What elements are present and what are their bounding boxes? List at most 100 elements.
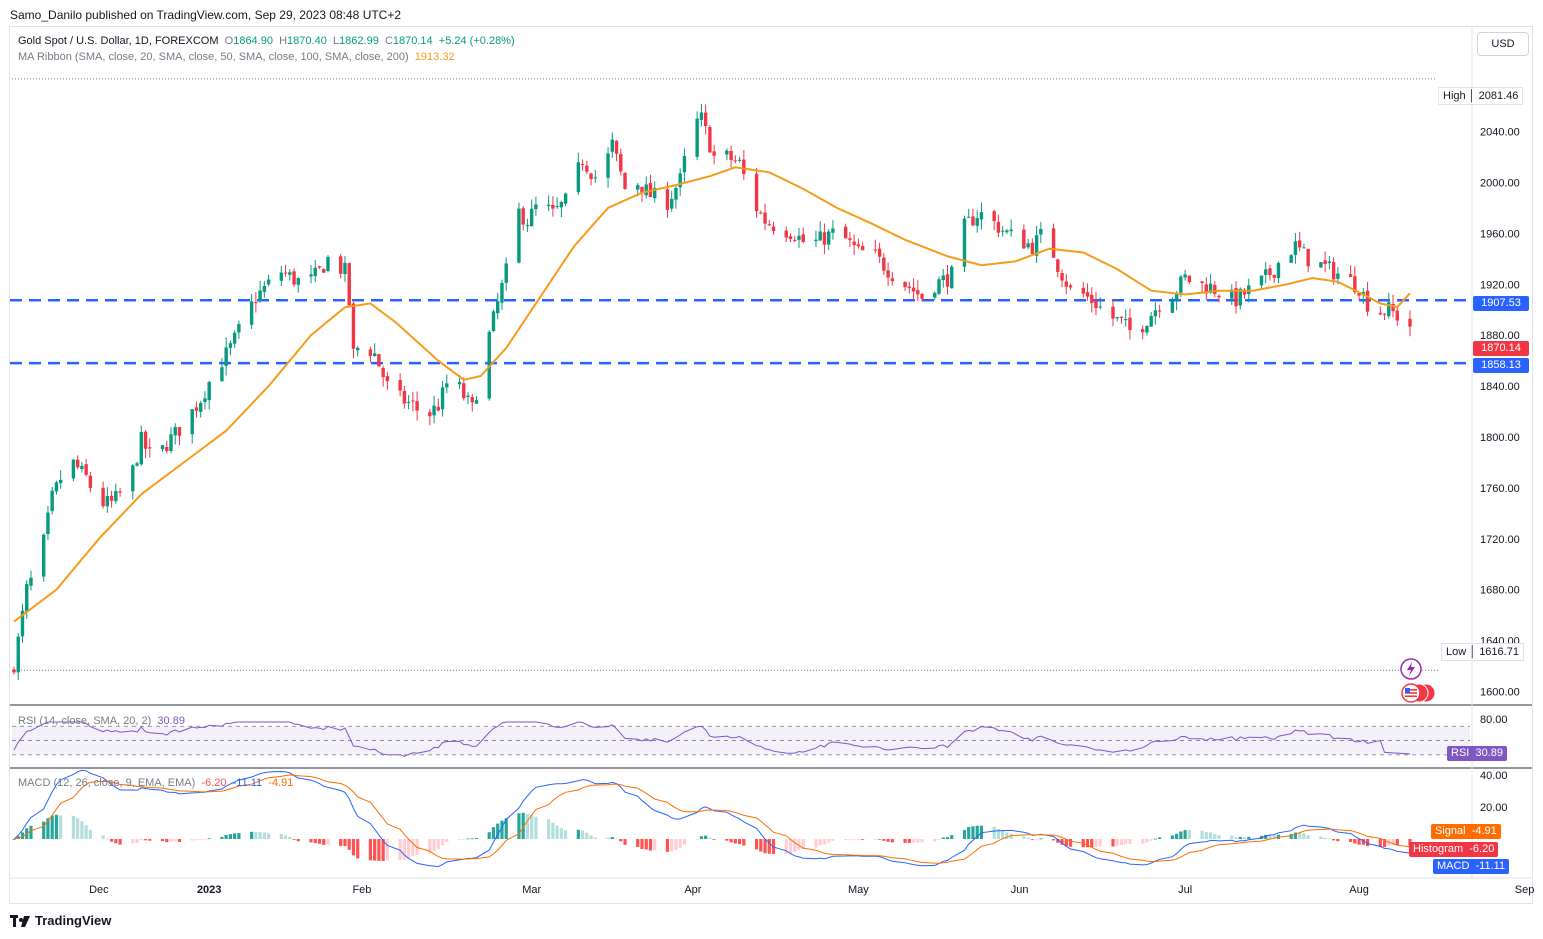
candle-body (742, 159, 746, 175)
macd-histogram-bar (368, 839, 373, 861)
us-flag-events-icon[interactable] (1397, 682, 1441, 704)
macd-histogram-bar (1217, 835, 1221, 839)
candle-body (665, 189, 670, 210)
candle-body (440, 387, 445, 410)
candle-body (377, 354, 381, 367)
candle-body (950, 266, 954, 289)
candle-body (88, 475, 93, 488)
y-tick-label: 1880.00 (1480, 330, 1520, 342)
candle-body (1081, 287, 1085, 294)
macd-histogram-bar (1361, 839, 1365, 845)
macd-histogram-bar (356, 839, 360, 859)
candle-body (292, 271, 296, 285)
candle-body (551, 204, 555, 209)
high-marker: High │ 2081.46 (1438, 87, 1524, 105)
macd-histogram-bar (131, 839, 135, 844)
macd-histogram-bar (907, 839, 911, 843)
candle-body (220, 367, 224, 382)
candle-body (385, 376, 390, 382)
macd-histogram-bar (525, 814, 530, 839)
candle-body (733, 160, 738, 162)
y-tick-label: 2000.00 (1480, 178, 1520, 190)
candle-body (16, 636, 20, 673)
macd-histogram-bar (640, 839, 644, 849)
candle-body (313, 267, 317, 277)
macd-histogram-bar (737, 839, 742, 845)
macd-histogram-bar (351, 839, 356, 856)
macd-histogram-bar (1332, 839, 1336, 841)
candle-body (1391, 303, 1395, 312)
macd-histogram-bar (279, 834, 283, 839)
candle-body (1090, 294, 1094, 303)
candle-body (457, 382, 462, 385)
macd-histogram-bar (1213, 833, 1217, 839)
macd-histogram-bar (911, 839, 916, 843)
ma-legend: MA Ribbon (SMA, close, 20, SMA, close, 5… (18, 51, 455, 63)
candle-body (1030, 242, 1035, 254)
macd-histogram-bar (619, 839, 623, 842)
candle-body (71, 459, 76, 479)
candle-body (496, 301, 500, 314)
candle-body (504, 263, 508, 283)
macd-histogram-bar (1327, 838, 1331, 840)
candle-body (1319, 262, 1323, 268)
macd-histogram-bar (296, 839, 300, 842)
macd-histogram-bar (224, 834, 228, 839)
macd-histogram-bar (861, 839, 865, 840)
macd-histogram-bar (1175, 833, 1179, 839)
footer-brand[interactable]: TradingView (10, 913, 111, 928)
macd-histogram-bar (250, 831, 254, 839)
macd-histogram-bar (398, 839, 402, 860)
candle-body (1204, 284, 1209, 294)
candle-body (585, 165, 589, 172)
macd-histogram-bar (1391, 839, 1395, 846)
macd-histogram-bar (258, 832, 262, 839)
candle-body (1060, 273, 1064, 281)
macd-histogram-bar (1039, 838, 1043, 840)
close-value: 1870.14 (392, 35, 433, 47)
macd-histogram-bar (237, 833, 241, 839)
macd-histogram-bar (373, 839, 377, 861)
candle-body (576, 162, 581, 193)
candle-body (1357, 293, 1361, 296)
candle-body (1217, 295, 1221, 298)
candle-body (474, 400, 479, 404)
candle-body (1331, 262, 1336, 280)
candle-body (873, 249, 878, 251)
candle-body (411, 400, 415, 402)
candle-body (491, 311, 496, 332)
chart-frame (9, 26, 1533, 904)
macd-histogram-bar (326, 839, 330, 845)
macd-histogram-bar (1382, 839, 1387, 848)
macd-histogram-bar (1170, 835, 1174, 839)
macd-histogram-bar (309, 839, 313, 843)
macd-histogram-bar (1051, 839, 1056, 841)
macd-histogram-bar (589, 835, 593, 839)
candle-body (1009, 229, 1013, 232)
lightning-event-icon[interactable] (1399, 657, 1423, 681)
support-price-tag: 1858.13 (1473, 358, 1529, 373)
y-tick-label: 1960.00 (1480, 228, 1520, 240)
candle-body (529, 208, 534, 227)
macd-histogram-bar (788, 839, 793, 854)
macd-y-tick: 20.00 (1480, 802, 1508, 814)
candle-body (1306, 248, 1310, 267)
macd-histogram-bar (470, 838, 474, 840)
candle-body (920, 293, 924, 299)
candle-body (20, 610, 25, 637)
macd-histogram-bar (827, 839, 831, 843)
candle-body (84, 464, 88, 475)
candle-body (563, 193, 568, 204)
macd-histogram-bar (979, 825, 984, 839)
macd-legend-signal: -4.91 (268, 777, 294, 789)
currency-button[interactable]: USD (1477, 32, 1529, 56)
macd-histogram-bar (856, 839, 860, 840)
macd-histogram-bar (1353, 839, 1357, 844)
macd-histogram-bar (844, 839, 848, 841)
candle-body (114, 490, 118, 502)
macd-histogram-bar (1128, 839, 1132, 845)
macd-histogram-bar (1085, 839, 1090, 848)
macd-histogram-bar (432, 839, 436, 851)
macd-histogram-bar (733, 839, 737, 844)
